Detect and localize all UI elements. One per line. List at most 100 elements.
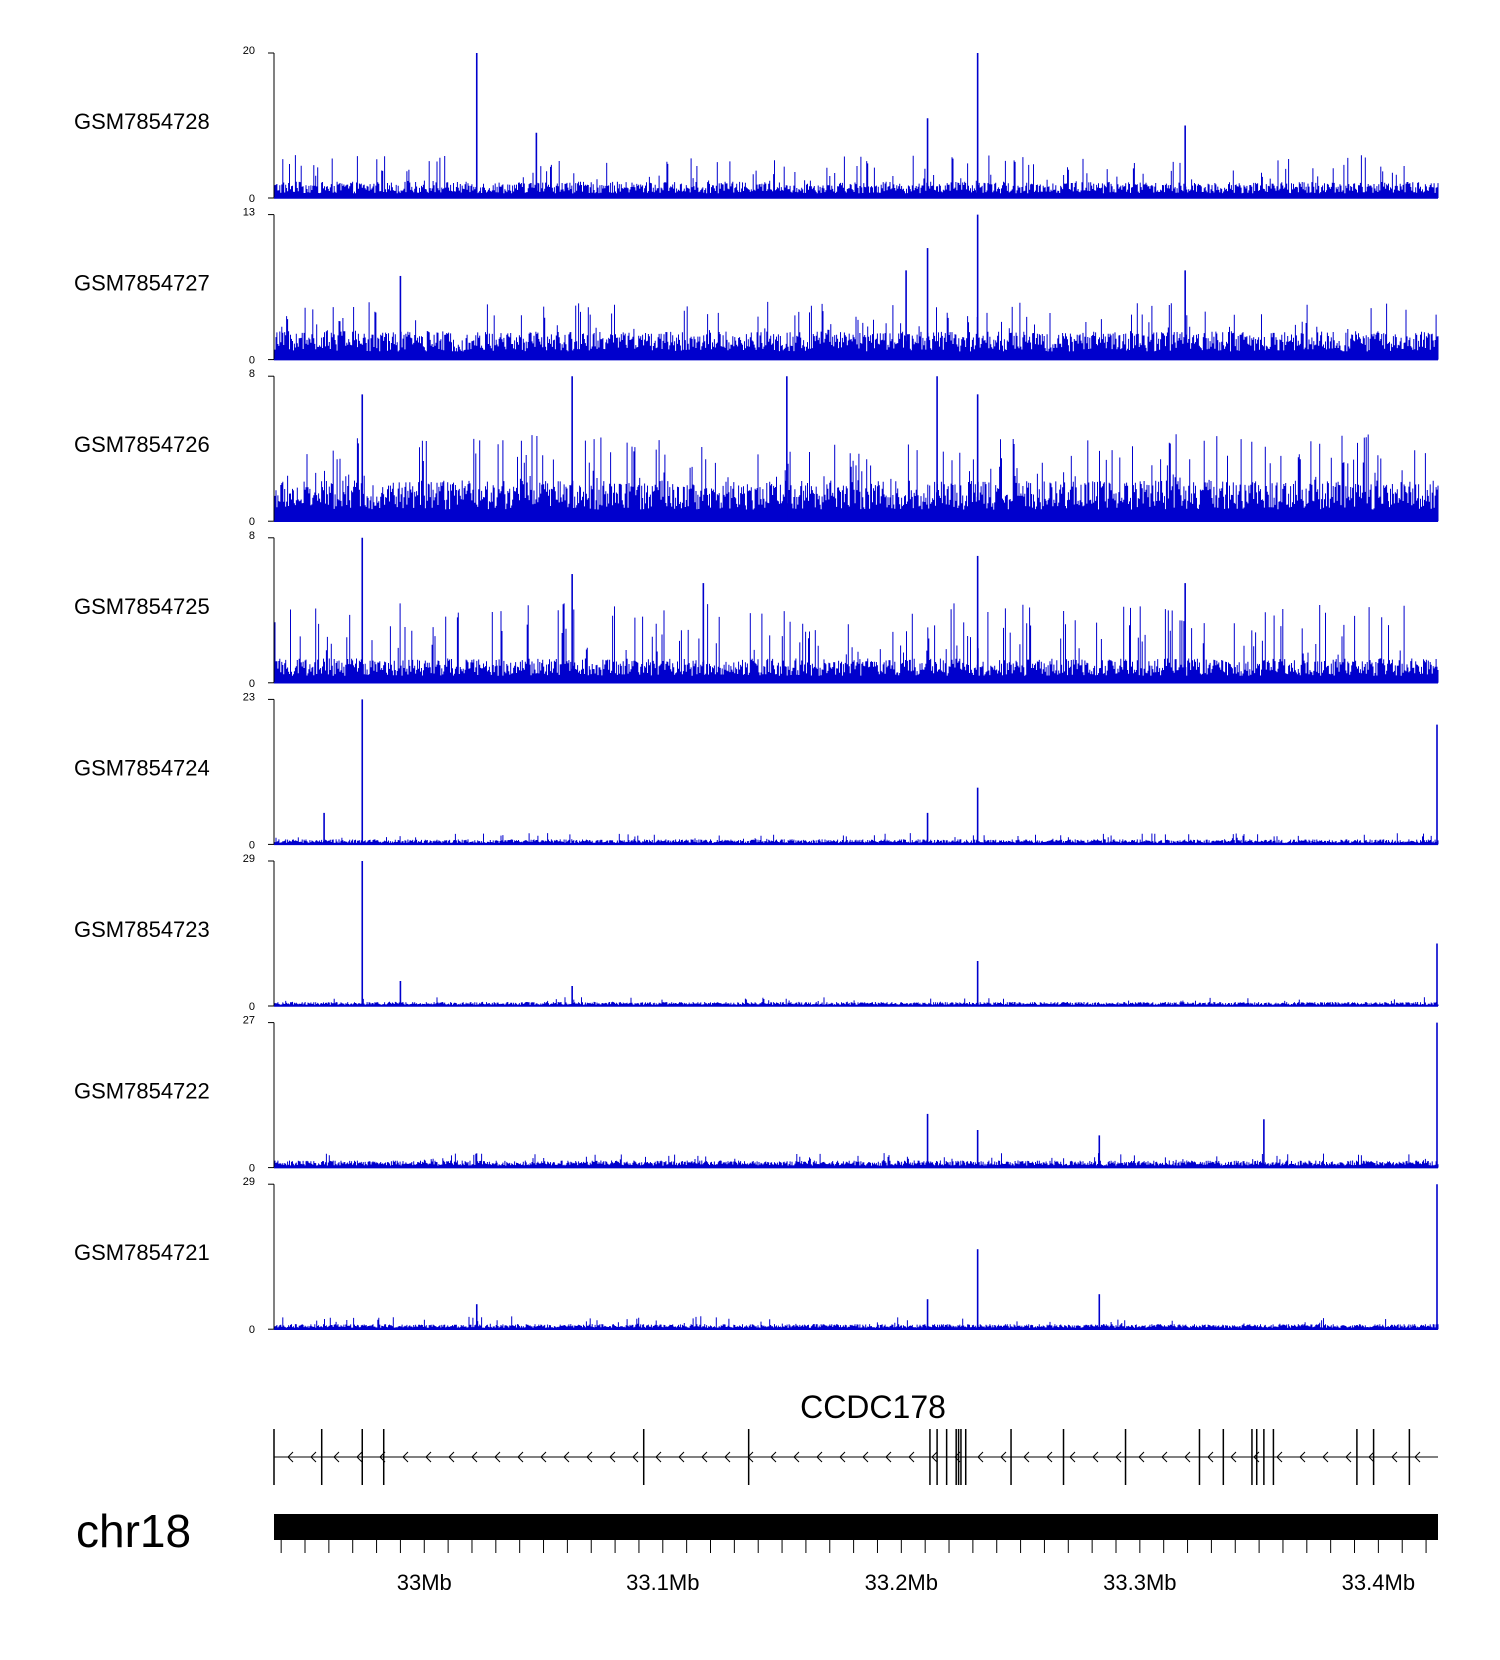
strand-arrow — [954, 1451, 961, 1463]
strand-arrow — [1069, 1451, 1076, 1463]
track-label: GSM7854725 — [74, 594, 210, 619]
strand-arrow — [632, 1451, 639, 1463]
x-tick-label: 33Mb — [397, 1570, 452, 1595]
strand-arrow — [908, 1451, 915, 1463]
chromosome-ideogram: chr18 — [76, 1505, 1438, 1557]
strand-arrow — [471, 1451, 478, 1463]
strand-arrow — [494, 1451, 501, 1463]
strand-arrow — [356, 1451, 363, 1463]
track-label: GSM7854721 — [74, 1240, 210, 1265]
signal-fill — [274, 997, 1439, 1006]
strand-arrow — [1138, 1451, 1145, 1463]
y-min-label: 0 — [249, 516, 255, 528]
y-max-label: 13 — [243, 207, 255, 219]
strand-arrow — [1414, 1451, 1421, 1463]
strand-arrow — [931, 1451, 938, 1463]
track-label: GSM7854727 — [74, 271, 210, 296]
strand-arrow — [862, 1451, 869, 1463]
signal-fill — [274, 603, 1439, 683]
track-label: GSM7854726 — [74, 432, 210, 457]
strand-arrow — [655, 1451, 662, 1463]
strand-arrow — [310, 1451, 317, 1463]
strand-arrow — [839, 1451, 846, 1463]
strand-arrow — [1345, 1451, 1352, 1463]
track-GSM7854725: GSM7854725 8 0 — [74, 530, 1439, 690]
strand-arrow — [540, 1451, 547, 1463]
track-label: GSM7854723 — [74, 917, 210, 942]
y-min-label: 0 — [249, 1001, 255, 1013]
strand-arrow — [724, 1451, 731, 1463]
strand-arrow — [1115, 1451, 1122, 1463]
y-min-label: 0 — [249, 193, 255, 205]
track-GSM7854724: GSM7854724 23 0 — [74, 691, 1439, 851]
x-tick-label: 33.1Mb — [626, 1570, 699, 1595]
y-max-label: 29 — [243, 853, 255, 865]
signal-fill — [274, 1316, 1439, 1330]
strand-arrow — [1299, 1451, 1306, 1463]
strand-arrow — [678, 1451, 685, 1463]
track-label: GSM7854722 — [74, 1079, 210, 1104]
strand-arrow — [1391, 1451, 1398, 1463]
strand-arrow — [1184, 1451, 1191, 1463]
strand-arrow — [425, 1451, 432, 1463]
strand-arrow — [379, 1451, 386, 1463]
track-GSM7854726: GSM7854726 8 0 — [74, 368, 1439, 528]
x-tick-label: 33.3Mb — [1103, 1570, 1176, 1595]
strand-arrow — [1023, 1451, 1030, 1463]
y-min-label: 0 — [249, 1163, 255, 1175]
strand-arrow — [609, 1451, 616, 1463]
strand-arrow — [1207, 1451, 1214, 1463]
strand-arrow — [563, 1451, 570, 1463]
strand-arrow — [816, 1451, 823, 1463]
signal-fill — [274, 1153, 1439, 1168]
track-label: GSM7854728 — [74, 109, 210, 134]
strand-arrow — [333, 1451, 340, 1463]
chromosome-bar — [274, 1514, 1438, 1540]
genomic-axis: 33Mb 33.1Mb 33.2Mb 33.3Mb 33.4Mb — [280, 1540, 1427, 1595]
track-GSM7854721: GSM7854721 29 0 — [74, 1176, 1439, 1336]
signal-fill — [274, 833, 1439, 845]
strand-arrow — [1368, 1451, 1375, 1463]
strand-arrow — [287, 1451, 294, 1463]
y-max-label: 27 — [243, 1015, 255, 1027]
strand-arrow — [586, 1451, 593, 1463]
signal-fill — [274, 155, 1439, 198]
strand-arrow — [701, 1451, 708, 1463]
y-min-label: 0 — [249, 1324, 255, 1336]
strand-arrow — [1000, 1451, 1007, 1463]
strand-arrow — [402, 1451, 409, 1463]
strand-arrow — [1230, 1451, 1237, 1463]
track-GSM7854722: GSM7854722 27 0 — [74, 1015, 1439, 1175]
track-label: GSM7854724 — [74, 755, 210, 780]
y-max-label: 20 — [243, 45, 255, 57]
strand-arrow — [1253, 1451, 1260, 1463]
signal-tracks: GSM7854728200GSM7854727130GSM785472680GS… — [74, 45, 1439, 1336]
strand-arrow — [517, 1451, 524, 1463]
x-tick-label: 33.4Mb — [1342, 1570, 1415, 1595]
strand-arrow — [977, 1451, 984, 1463]
gene-label: CCDC178 — [800, 1389, 946, 1425]
strand-arrow — [793, 1451, 800, 1463]
y-max-label: 29 — [243, 1176, 255, 1188]
chromosome-label: chr18 — [76, 1505, 191, 1557]
strand-arrow — [1276, 1451, 1283, 1463]
strand-arrow — [1092, 1451, 1099, 1463]
y-min-label: 0 — [249, 678, 255, 690]
y-min-label: 0 — [249, 839, 255, 851]
strand-arrow — [770, 1451, 777, 1463]
y-max-label: 23 — [243, 691, 255, 703]
strand-arrow — [1322, 1451, 1329, 1463]
y-max-label: 8 — [249, 368, 255, 380]
track-GSM7854728: GSM7854728 20 0 — [74, 45, 1439, 205]
y-min-label: 0 — [249, 355, 255, 367]
track-GSM7854727: GSM7854727 13 0 — [74, 207, 1439, 367]
strand-arrow — [747, 1451, 754, 1463]
strand-arrow — [1046, 1451, 1053, 1463]
x-tick-label: 33.2Mb — [865, 1570, 938, 1595]
signal-fill — [274, 301, 1439, 360]
gene-model: CCDC178 — [273, 1389, 1438, 1485]
y-max-label: 8 — [249, 530, 255, 542]
strand-arrow — [885, 1451, 892, 1463]
strand-arrow — [1161, 1451, 1168, 1463]
